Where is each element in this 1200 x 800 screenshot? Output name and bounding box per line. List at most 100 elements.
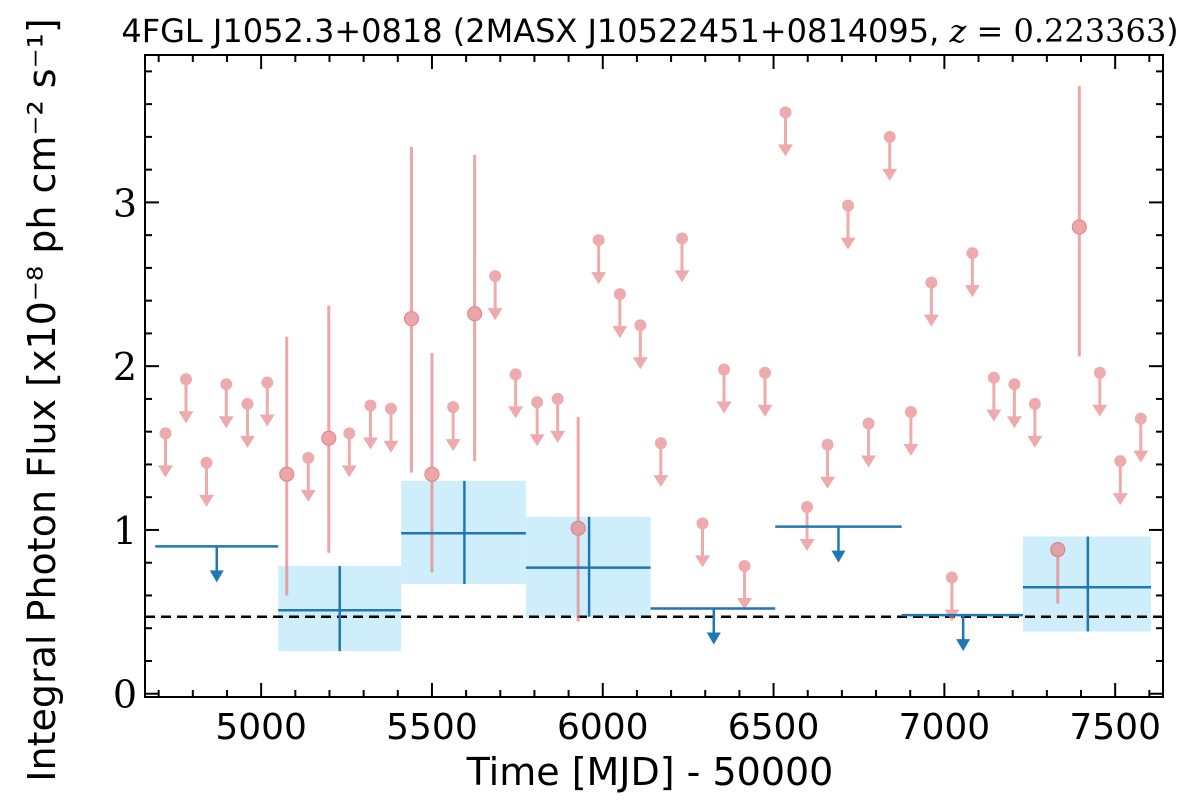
short-bin-upper-limit-13 xyxy=(529,396,545,447)
short-bin-upper-limit-arrow-1-head xyxy=(178,411,194,424)
short-bin-upper-limit-arrow-26-head xyxy=(820,476,836,489)
long-bin-upper-limit-arrow-2-head xyxy=(831,550,846,563)
short-bin-upper-limit-35 xyxy=(1006,378,1022,429)
short-bin-upper-limit-arrow-35-head xyxy=(1006,416,1022,429)
short-bin-upper-limit-18 xyxy=(653,437,669,488)
short-bin-upper-limit-17 xyxy=(632,319,648,370)
short-bin-upper-limit-arrow-8-head xyxy=(362,437,378,450)
short-bin-marker-2 xyxy=(403,311,420,327)
short-bin-upper-limit-arrow-38-head xyxy=(1112,493,1128,506)
short-bin-upper-limit-marker-16 xyxy=(613,288,626,301)
short-bin-upper-limit-22 xyxy=(737,559,753,610)
short-bin-upper-limit-14 xyxy=(550,392,566,443)
short-bin-point-7 xyxy=(1050,542,1066,604)
short-bin-upper-limit-arrow-0-head xyxy=(157,465,173,478)
short-bin-upper-limit-marker-36 xyxy=(1028,397,1041,410)
short-bin-upper-limit-marker-12 xyxy=(509,368,522,381)
short-bin-upper-limit-27 xyxy=(840,199,856,250)
short-bin-upper-limit-marker-21 xyxy=(718,363,731,376)
short-bin-upper-limit-arrow-29-head xyxy=(882,168,898,181)
short-bin-upper-limit-marker-35 xyxy=(1008,378,1021,391)
short-bin-marker-5 xyxy=(570,520,586,536)
short-bin-upper-limit-marker-10 xyxy=(447,401,460,414)
short-bin-upper-limit-arrow-12-head xyxy=(508,406,524,419)
y-tick-label-0: 0 xyxy=(113,673,137,717)
plot-frame xyxy=(144,54,1164,698)
y-axis-label: Integral Photon Flux [x10⁻⁸ ph cm⁻² s⁻¹] xyxy=(20,18,64,781)
short-bin-upper-limit-9 xyxy=(383,402,399,453)
x-tick-label-6000: 6000 xyxy=(557,707,649,748)
short-bin-marker-6 xyxy=(1071,219,1087,235)
short-bin-upper-limit-arrow-19-head xyxy=(674,270,690,283)
short-bin-upper-limit-marker-24 xyxy=(779,106,792,119)
x-tick-label-6500: 6500 xyxy=(728,707,820,748)
chart-title: 4FGL J1052.3+0818 (2MASX J10522451+08140… xyxy=(121,12,1178,50)
short-bin-upper-limit-37 xyxy=(1092,366,1108,417)
short-bin-upper-limit-arrow-24-head xyxy=(778,144,794,157)
short-bin-upper-limit-28 xyxy=(861,417,877,468)
short-bin-upper-limit-arrow-39-head xyxy=(1133,450,1149,463)
short-bin-point-2 xyxy=(403,146,420,473)
axes: 5000 5500 6000 6500 7000 7500 0 1 2 3 xyxy=(113,54,1164,748)
short-bin-upper-limit-arrow-6-head xyxy=(300,489,316,502)
short-bin-upper-limit-marker-28 xyxy=(862,417,875,430)
short-bin-upper-limit-marker-19 xyxy=(676,232,689,245)
short-bin-upper-limit-39 xyxy=(1133,412,1149,463)
short-bin-upper-limit-marker-20 xyxy=(696,517,709,530)
short-bin-upper-limit-36 xyxy=(1027,397,1043,448)
short-bin-upper-limit-5 xyxy=(259,376,275,427)
short-bin-upper-limit-marker-7 xyxy=(343,427,356,440)
short-bin-upper-limit-29 xyxy=(882,130,898,181)
short-bin-point-5 xyxy=(570,416,586,622)
short-bin-upper-limit-arrow-14-head xyxy=(550,430,566,443)
short-bin-upper-limit-marker-30 xyxy=(904,406,917,419)
short-bin-upper-limit-marker-29 xyxy=(883,130,896,143)
short-bin-upper-limit-marker-25 xyxy=(801,501,814,514)
short-bin-upper-limit-6 xyxy=(300,451,316,502)
short-bin-upper-limit-arrow-18-head xyxy=(653,475,669,488)
short-bin-upper-limit-marker-22 xyxy=(738,559,751,572)
short-bin-upper-limit-20 xyxy=(695,517,711,568)
short-bin-point-0 xyxy=(279,336,295,596)
short-bin-upper-limit-marker-15 xyxy=(592,234,605,247)
short-bin-upper-limit-arrow-5-head xyxy=(259,414,275,427)
short-bin-point-3 xyxy=(424,353,440,573)
long-bin-upper-limit-arrow-3-head xyxy=(956,639,971,652)
short-bin-upper-limit-marker-0 xyxy=(159,427,172,440)
x-tick-label-5500: 5500 xyxy=(386,707,478,748)
short-bin-upper-limit-arrow-20-head xyxy=(695,555,711,568)
short-bin-point-6 xyxy=(1071,86,1087,357)
short-bin-upper-limit-arrow-11-head xyxy=(487,308,503,321)
short-bin-upper-limit-24 xyxy=(778,106,794,157)
short-bin-upper-limit-arrow-30-head xyxy=(903,444,919,457)
short-bin-series xyxy=(157,86,1149,622)
short-bin-upper-limit-marker-2 xyxy=(200,456,213,469)
short-bin-upper-limit-26 xyxy=(820,438,836,489)
short-bin-marker-7 xyxy=(1050,542,1066,558)
x-tick-label-5000: 5000 xyxy=(215,707,307,748)
short-bin-upper-limit-marker-4 xyxy=(241,397,254,410)
short-bin-upper-limit-marker-33 xyxy=(966,247,979,260)
short-bin-upper-limit-34 xyxy=(986,371,1002,422)
short-bin-upper-limit-15 xyxy=(591,234,607,285)
long-bin-upper-limit-arrow-0-head xyxy=(209,570,224,583)
short-bin-upper-limit-25 xyxy=(799,501,815,552)
short-bin-upper-limit-38 xyxy=(1112,455,1128,506)
short-bin-upper-limit-arrow-13-head xyxy=(529,434,545,447)
short-bin-upper-limit-marker-26 xyxy=(821,438,834,451)
short-bin-upper-limit-arrow-15-head xyxy=(591,272,607,285)
short-bin-marker-4 xyxy=(467,306,483,322)
short-bin-upper-limit-arrow-21-head xyxy=(716,401,732,414)
long-bin-upper-limit-arrow-1-head xyxy=(706,632,721,645)
short-bin-upper-limit-marker-9 xyxy=(384,402,397,415)
short-bin-upper-limit-marker-1 xyxy=(179,373,192,386)
short-bin-point-1 xyxy=(321,305,337,553)
short-bin-upper-limit-arrow-9-head xyxy=(383,440,399,453)
short-bin-upper-limit-arrow-2-head xyxy=(198,494,214,507)
short-bin-upper-limit-marker-6 xyxy=(302,451,315,464)
short-bin-upper-limit-arrow-4-head xyxy=(239,435,255,448)
short-bin-upper-limit-marker-18 xyxy=(654,437,667,450)
short-bin-upper-limit-arrow-25-head xyxy=(799,539,815,552)
long-bin-series xyxy=(155,480,1152,652)
short-bin-upper-limit-marker-3 xyxy=(220,378,233,391)
